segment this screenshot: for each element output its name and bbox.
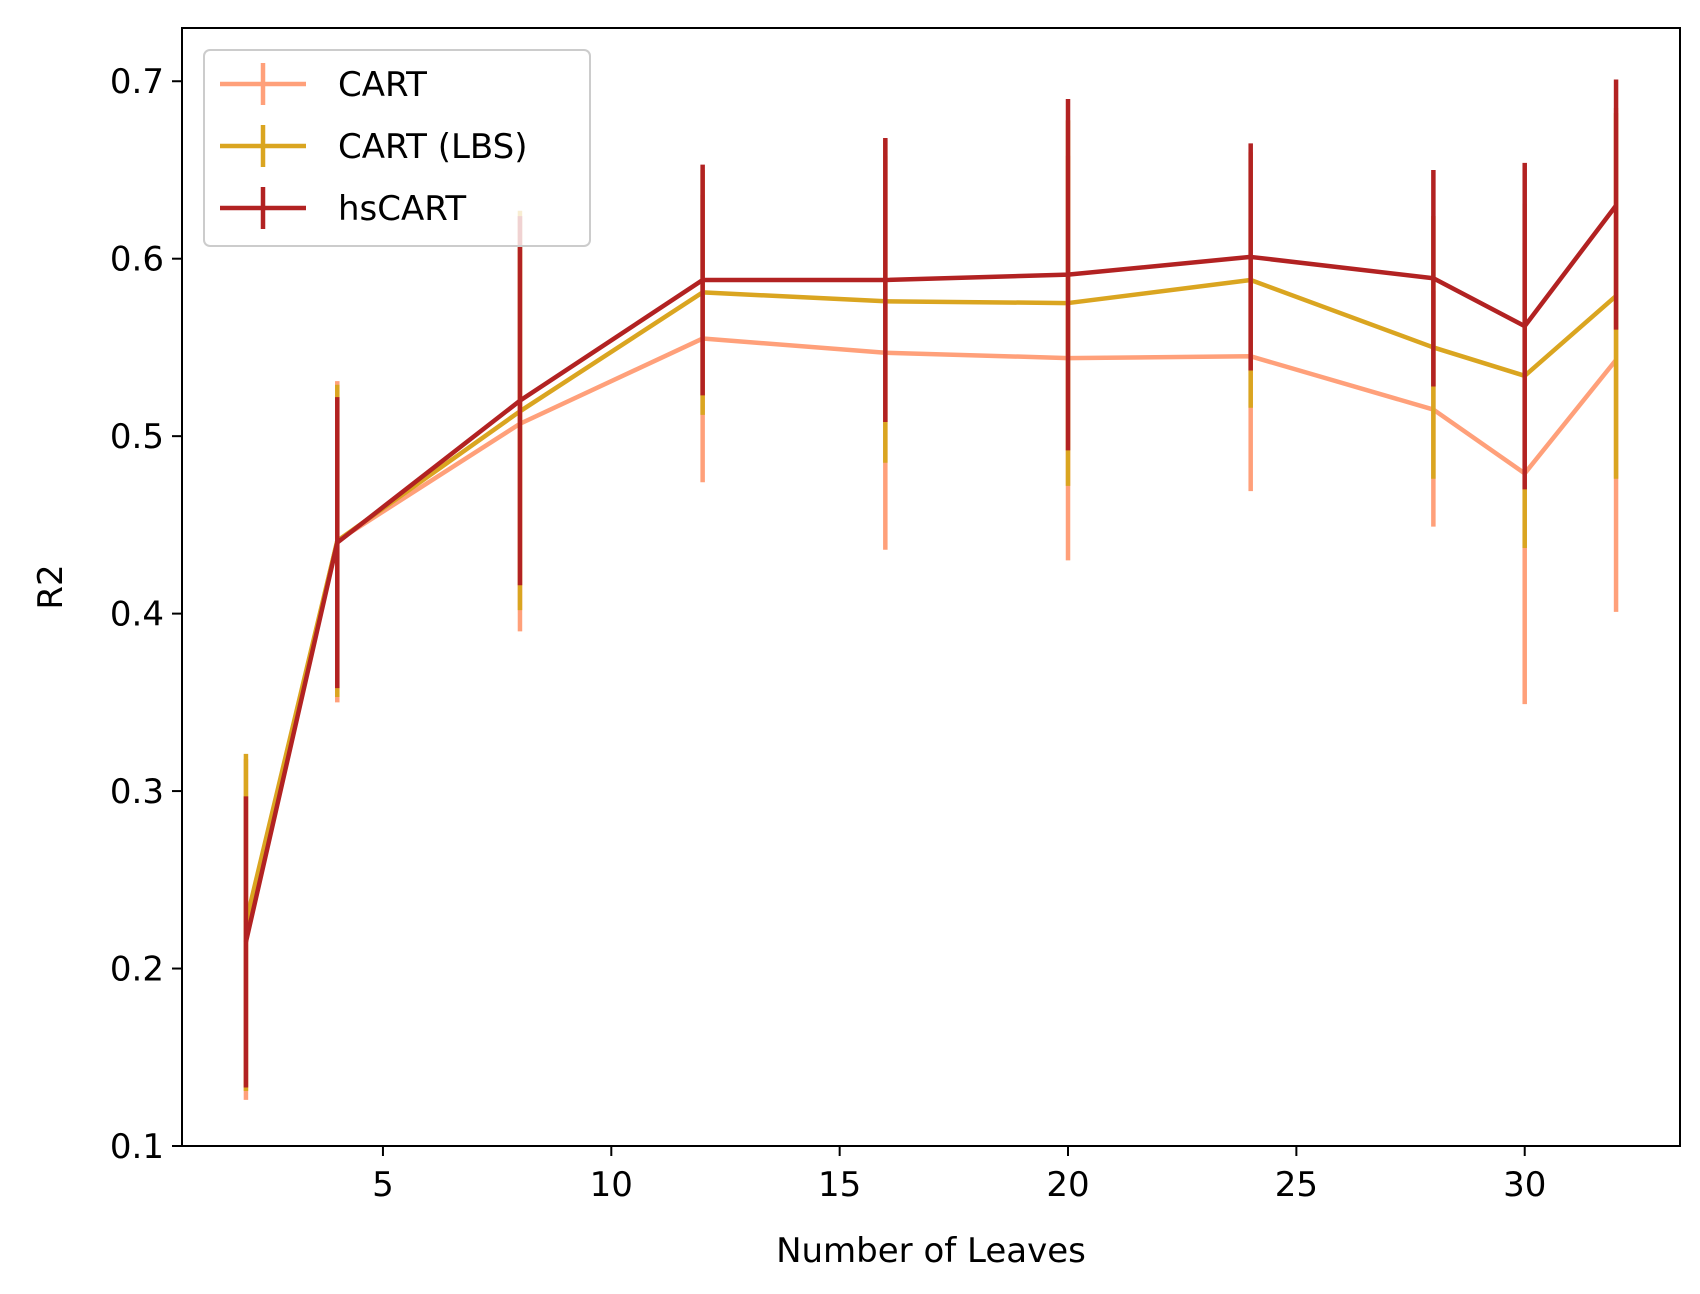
legend-item[interactable]: CART (LBS) <box>220 125 528 167</box>
series-line <box>243 336 1618 931</box>
y-tick-label: 0.5 <box>110 417 164 457</box>
x-tick-label: 5 <box>372 1165 394 1205</box>
x-tick-label: 15 <box>818 1165 861 1205</box>
y-axis-label: R2 <box>31 564 71 609</box>
legend-label: hsCART <box>338 189 466 229</box>
legend-item[interactable]: hsCART <box>220 187 466 229</box>
legend-label: CART <box>338 65 427 105</box>
x-tick-label: 25 <box>1275 1165 1318 1205</box>
y-tick-label: 0.4 <box>110 595 164 635</box>
series-line <box>243 204 1618 943</box>
x-tick-label: 30 <box>1503 1165 1546 1205</box>
y-tick-label: 0.1 <box>110 1127 164 1167</box>
x-tick-label: 10 <box>590 1165 633 1205</box>
y-tick-label: 0.2 <box>110 950 164 990</box>
plot-area <box>243 79 1619 1100</box>
x-tick-label: 20 <box>1046 1165 1089 1205</box>
series-line <box>243 277 1618 923</box>
ticks: 5 10 15 20 25 30 0.1 0.2 0.3 0.4 0.5 0.6 0.7 <box>110 62 1546 1205</box>
legend-box <box>203 49 591 247</box>
axes-frame <box>181 27 1681 1147</box>
y-tick-label: 0.7 <box>110 62 164 102</box>
legend-label: CART (LBS) <box>338 127 528 167</box>
y-tick-label: 0.3 <box>110 772 164 812</box>
legend[interactable]: CART CART (LBS) hsCART <box>203 49 591 247</box>
legend-item[interactable]: CART <box>220 63 427 105</box>
series-2 <box>243 79 1619 1088</box>
y-tick-label: 0.6 <box>110 240 164 280</box>
x-axis-label: Number of Leaves <box>776 1231 1086 1271</box>
